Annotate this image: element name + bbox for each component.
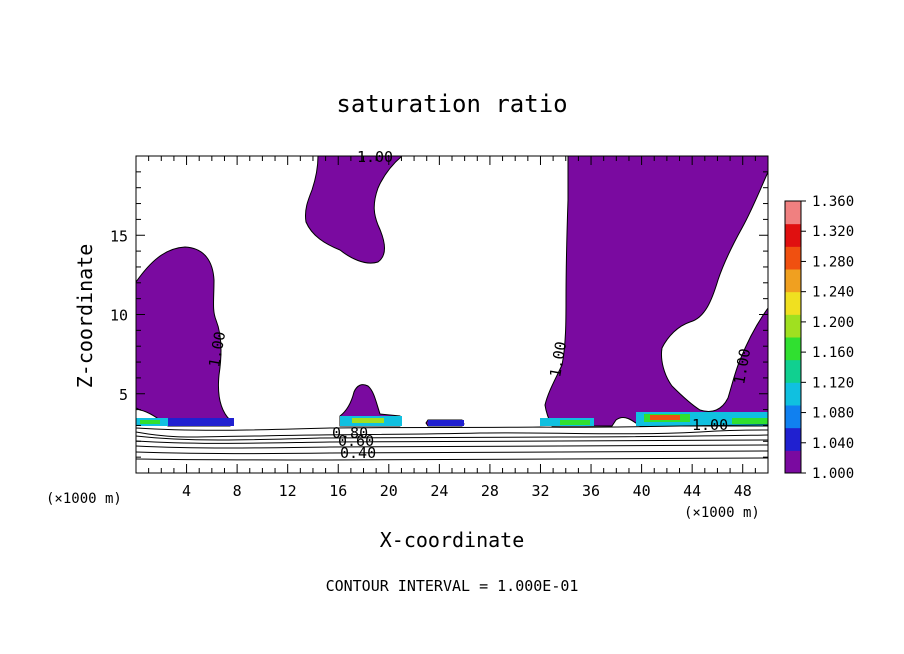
contour-label-mid: 1.00 [546,340,570,379]
x-tick-label: 20 [380,482,398,500]
x-tick-label: 4 [182,482,191,500]
x-tick-label: 32 [531,482,549,500]
x-tick-label: 12 [279,482,297,500]
colorbar-swatch [785,359,801,383]
y-tick-label: 5 [119,386,128,404]
colorbar-swatch [785,269,801,293]
colorbar-tick-label: 1.240 [812,285,854,301]
colorbar-tick-label: 1.360 [812,194,854,210]
contour-fill [136,156,768,461]
x-tick-label: 48 [734,482,752,500]
colorbar-swatches [785,201,801,474]
contour-label-top: 1.00 [357,148,393,166]
band-dome-core [352,418,384,423]
colorbar-swatch [785,405,801,429]
x-tick-label: 28 [481,482,499,500]
colorbar-tick-label: 1.320 [812,224,854,240]
contour-label-060: 0.60 [338,432,374,450]
band-24 [428,420,464,426]
x-tick-label: 36 [582,482,600,500]
band-48 [732,418,768,424]
band-left-core [140,420,160,424]
colorbar-swatch [785,427,801,451]
contour-lines [136,424,768,461]
x-tick-label: 44 [683,482,701,500]
colorbar-tick-labels: 1.360 1.320 1.280 1.240 1.200 1.160 1.120 1.080… [801,194,854,482]
x-axis-tick-labels: 4 8 12 16 20 24 28 32 36 40 44 48 [182,482,752,500]
region-right-plume [544,156,768,427]
colorbar-swatch [785,291,801,315]
x-tick-label: 16 [329,482,347,500]
contour-label-left: 1.00 [205,330,229,369]
contour-label-080: 0.80 [332,424,368,442]
x-axis-unit: (×1000 m) [684,505,760,521]
colorbar-tick-label: 1.160 [812,345,854,361]
y-tick-label: 15 [110,227,128,245]
colorbar-swatch [785,201,801,225]
y-axis-unit: (×1000 m) [46,491,122,507]
colorbar-tick-label: 1.280 [812,254,854,270]
colorbar-swatch [785,246,801,270]
colorbar-tick-label: 1.200 [812,315,854,331]
x-tick-label: 24 [430,482,448,500]
colorbar-tick-label: 1.080 [812,406,854,422]
colorbar: 1.360 1.320 1.280 1.240 1.200 1.160 1.120 1.080… [784,194,854,482]
colorbar-frame [784,200,802,474]
colorbar-tick-label: 1.120 [812,375,854,391]
region-upper-plume [305,156,403,264]
y-tick-label: 10 [110,307,128,325]
chart-title: saturation ratio [336,90,567,118]
y-axis-ticks [136,171,768,458]
band-32-core [560,420,590,425]
contour-label-right: 1.00 [730,347,754,386]
x-tick-label: 8 [233,482,242,500]
contour-interval-note: CONTOUR INTERVAL = 1.000E-01 [326,577,579,595]
x-axis-ticks [148,156,756,473]
colorbar-swatch [785,450,801,474]
x-tick-label: 40 [633,482,651,500]
band-left-2 [168,418,234,426]
colorbar-swatch [785,337,801,361]
y-axis-title: Z-coordinate [73,244,97,389]
y-axis-tick-labels: 5 10 15 [110,227,128,404]
colorbar-swatch [785,223,801,247]
contour-label-040: 0.40 [340,444,376,462]
colorbar-swatch [785,382,801,406]
plot-area: 1.00 1.00 1.00 1.00 1.00 0.80 0.60 0.40 [135,148,769,474]
colorbar-tick-label: 1.040 [812,436,854,452]
x-axis-title: X-coordinate [380,528,525,552]
band-40-hot [650,415,680,420]
colorbar-tick-label: 1.000 [812,466,854,482]
contour-label-bottom: 1.00 [692,416,728,434]
colorbar-swatch [785,314,801,338]
